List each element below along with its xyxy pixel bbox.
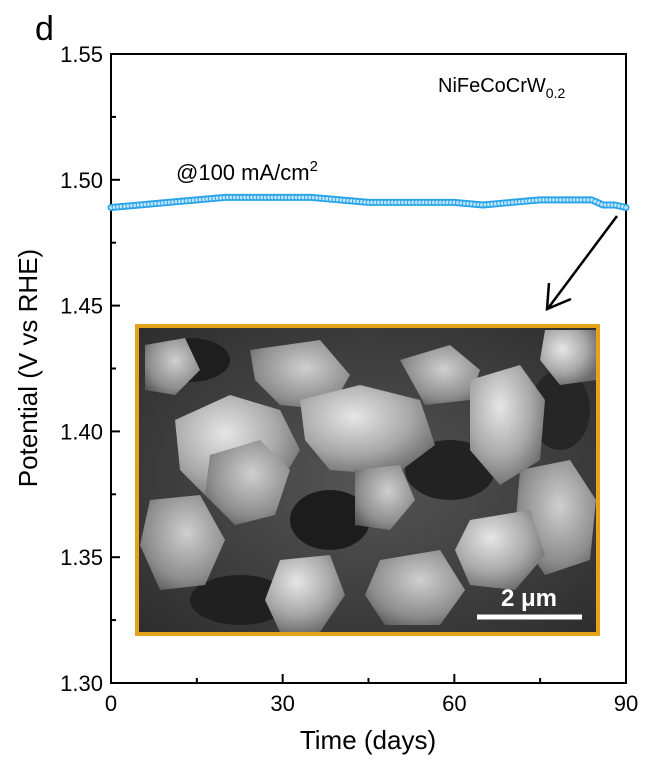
y-tick-label: 1.45 xyxy=(60,294,103,319)
sem-image xyxy=(139,328,596,632)
x-tick-label: 0 xyxy=(105,691,117,716)
y-axis-title: Potential (V vs RHE) xyxy=(13,249,43,487)
series-point xyxy=(623,204,629,211)
sample-label-main: NiFeCoCrW xyxy=(438,75,546,97)
pointer-arrow xyxy=(545,215,619,311)
sample-label: NiFeCoCrW0.2 xyxy=(438,75,565,101)
scale-bar-label: 2 μm xyxy=(501,585,557,612)
x-axis-ticks: 0 30 60 90 xyxy=(105,674,638,716)
x-axis-title: Time (days) xyxy=(300,725,436,755)
current-density-main: @100 mA/cm xyxy=(176,160,310,185)
y-axis-ticks: 1.30 1.35 1.40 1.45 1.50 1.55 xyxy=(60,42,120,696)
y-tick-label: 1.35 xyxy=(60,545,103,570)
sem-inset-border xyxy=(135,324,600,636)
x-tick-label: 60 xyxy=(442,691,466,716)
current-density-label: @100 mA/cm2 xyxy=(176,158,318,185)
sem-inset: 2 μm xyxy=(135,324,600,636)
sample-label-subscript: 0.2 xyxy=(546,85,566,101)
current-density-superscript: 2 xyxy=(310,158,318,175)
y-tick-label: 1.50 xyxy=(60,168,103,193)
series-layer xyxy=(107,193,630,211)
y-tick-label: 1.40 xyxy=(60,419,103,444)
y-tick-label: 1.55 xyxy=(60,42,103,67)
panel-label: d xyxy=(35,10,54,48)
x-tick-label: 30 xyxy=(270,691,294,716)
y-tick-label: 1.30 xyxy=(60,671,103,696)
x-tick-label: 90 xyxy=(614,691,638,716)
